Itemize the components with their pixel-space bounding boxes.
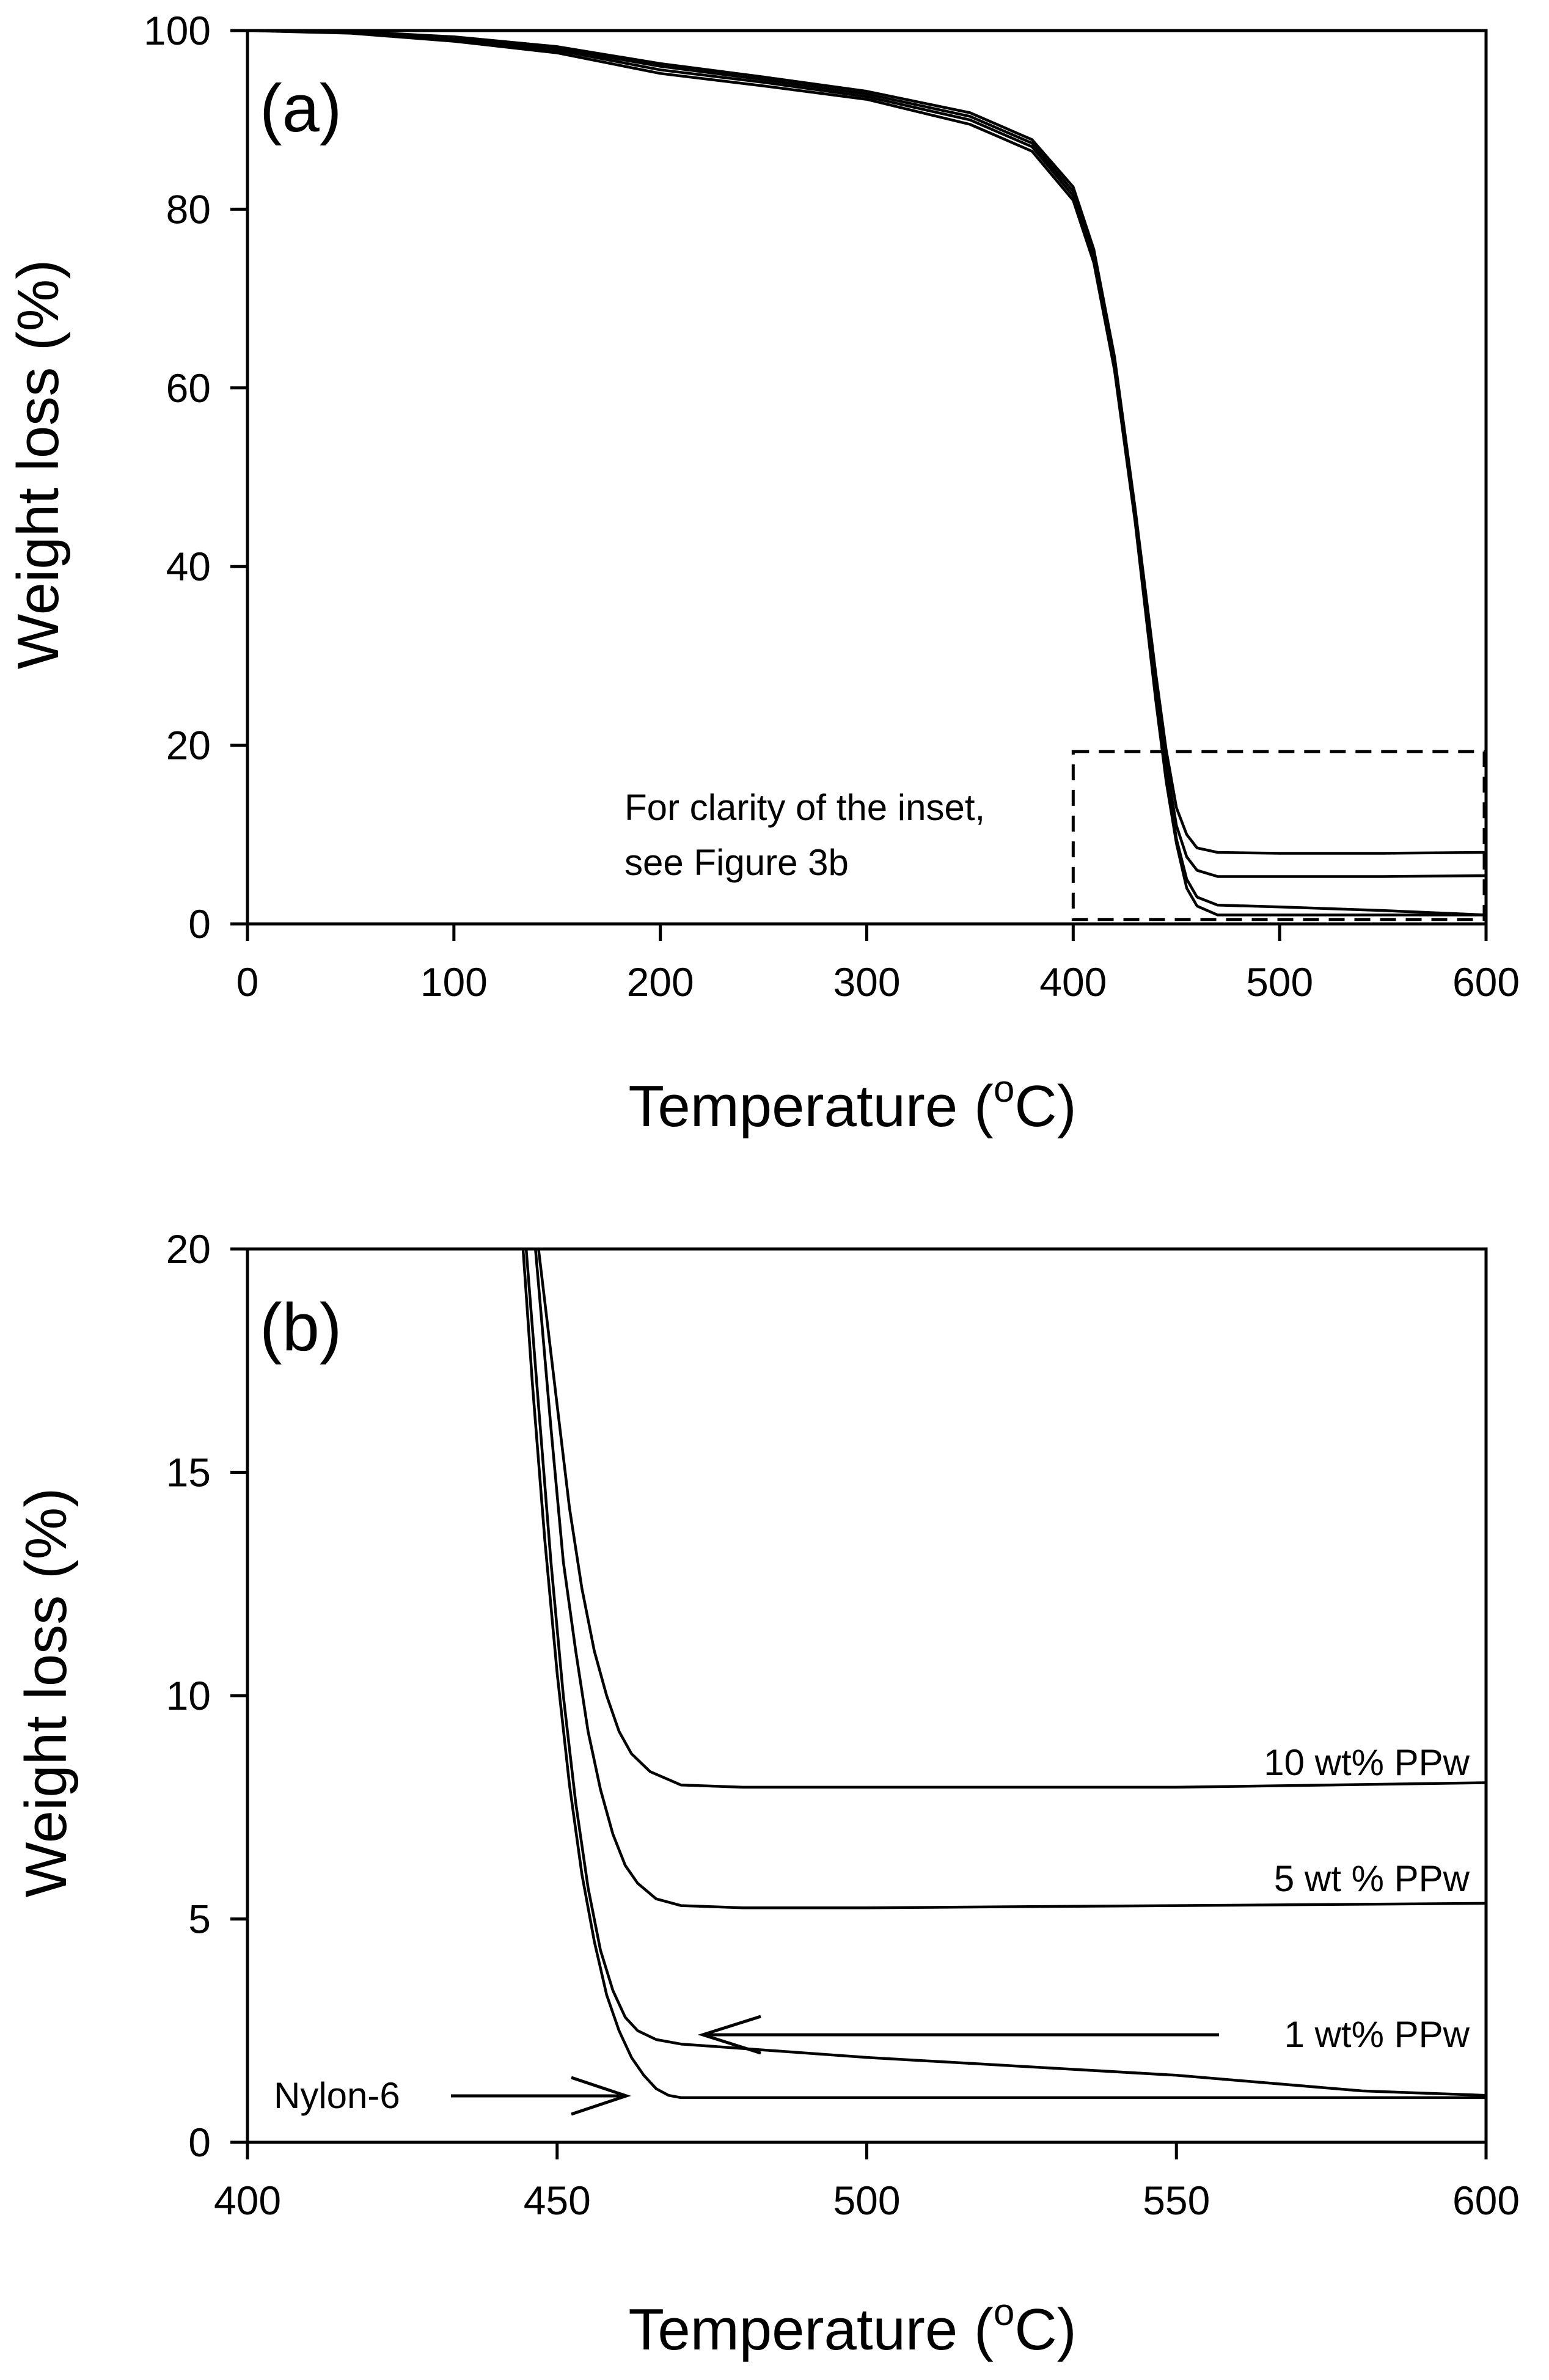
- panel-a-curves: [247, 31, 1486, 917]
- panel-a-x-tick-label: 500: [1246, 959, 1313, 1005]
- panel-b-axes: 400 450 500 550 600 0 5 10 15 20: [166, 1226, 1520, 2223]
- panel-b-series-nylon-6: [521, 1249, 1486, 2100]
- panel-b-y-tick-label: 5: [188, 1897, 211, 1942]
- panel-a-x-title-unit: C): [1014, 1074, 1076, 1139]
- panel-b-curves: [521, 1249, 1486, 2100]
- label-nylon-6: Nylon-6: [274, 2075, 400, 2116]
- panel-a-series-5-wt-ppw: [247, 31, 1486, 878]
- label-5wt-ppw: 5 wt % PPw: [1274, 1858, 1470, 1899]
- panel-a-x-tick-label: 400: [1039, 959, 1107, 1005]
- panel-a-axes: 0 100 200 300 400 500 600 0 20 40 60 80 100: [144, 8, 1520, 1005]
- panel-a-annotation-line1: For clarity of the inset,: [624, 787, 985, 828]
- panel-a-series-1-wt-ppw: [247, 31, 1486, 917]
- panel-b-chart: 400 450 500 550 600 0 5 10 15 20 (b) 10 wt% PPw 5…: [13, 1226, 1520, 2362]
- panel-a-y-tick-label: 40: [166, 544, 211, 589]
- panel-a-x-tick-label: 100: [420, 959, 488, 1005]
- panel-b-y-tick-label: 0: [188, 2120, 211, 2165]
- panel-a-x-title-degree: o: [994, 1068, 1014, 1110]
- panel-a-y-tick-label: 0: [188, 901, 211, 947]
- panel-a-x-tick-label: 0: [236, 959, 259, 1005]
- panel-b-label: (b): [260, 1290, 342, 1365]
- panel-b-series-5-wt-ppw: [534, 1249, 1486, 1909]
- panel-a-y-tick-label: 20: [166, 723, 211, 768]
- panel-a-chart: 0 100 200 300 400 500 600 0 20 40 60 80 100 (a) For …: [5, 8, 1520, 1139]
- panel-b-series-10-wt-ppw: [537, 1249, 1486, 1789]
- panel-b-x-axis-title: Temperature (oC): [628, 2291, 1076, 2362]
- panel-b-x-title-unit: C): [1014, 2297, 1076, 2362]
- panel-a-label: (a): [260, 71, 342, 146]
- panel-a-x-title-main: Temperature (: [628, 1074, 994, 1139]
- panel-a-x-tick-label: 200: [627, 959, 694, 1005]
- label-10wt-ppw: 10 wt% PPw: [1264, 1742, 1470, 1783]
- panel-b-x-tick-label: 400: [214, 2178, 281, 2223]
- panel-a-x-tick-label: 300: [833, 959, 900, 1005]
- label-1wt-ppw: 1 wt% PPw: [1284, 2014, 1470, 2055]
- panel-b-series-1-wt-ppw: [524, 1249, 1486, 2097]
- panel-b-x-tick-label: 550: [1143, 2178, 1210, 2223]
- panel-b-x-title-main: Temperature (: [628, 2297, 994, 2362]
- panel-a-series-nylon-6: [247, 31, 1486, 917]
- panel-a-y-tick-label: 80: [166, 186, 211, 232]
- panel-a-series-10-wt-ppw: [247, 31, 1486, 855]
- panel-a-y-axis-title: Weight loss (%): [5, 260, 71, 669]
- arrow-nylon-6: [451, 2076, 631, 2116]
- panel-b-y-tick-label: 20: [166, 1226, 211, 1272]
- panel-a-x-axis-title: Temperature (oC): [628, 1068, 1076, 1139]
- panel-b-y-axis-title: Weight loss (%): [13, 1488, 79, 1897]
- panel-a-annotation-line2: see Figure 3b: [624, 842, 849, 883]
- panel-a-y-tick-label: 60: [166, 365, 211, 411]
- panel-a-y-tick-label: 100: [144, 8, 211, 53]
- panel-b-x-tick-label: 600: [1452, 2178, 1520, 2223]
- panel-b-x-title-degree: o: [994, 2291, 1014, 2334]
- panel-b-x-tick-label: 500: [833, 2178, 900, 2223]
- arrow-1wt-ppw: [697, 2015, 1219, 2055]
- panel-b-y-tick-label: 15: [166, 1450, 211, 1495]
- panel-a-x-tick-label: 600: [1452, 959, 1520, 1005]
- panel-a-inset-box: [1071, 750, 1486, 921]
- panel-b-x-tick-label: 450: [524, 2178, 591, 2223]
- panel-b-plot-frame: [246, 1247, 1488, 2144]
- panel-b-y-tick-label: 10: [166, 1673, 211, 1718]
